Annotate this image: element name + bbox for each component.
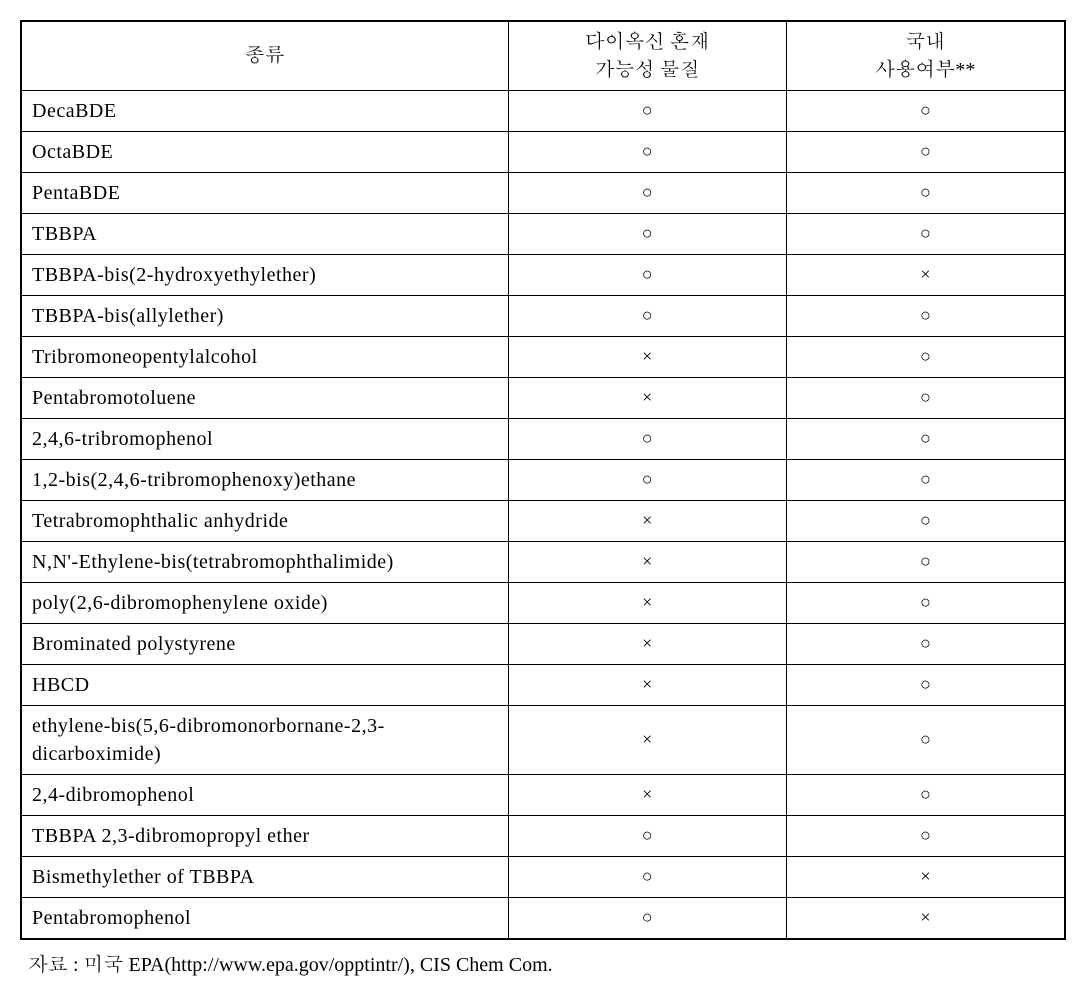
table-row: DecaBDE○○ [21, 91, 1065, 132]
table-row: TBBPA-bis(allylether)○○ [21, 296, 1065, 337]
type-cell: Tetrabromophthalic anhydride [21, 501, 508, 542]
domestic-cell: ○ [786, 419, 1065, 460]
header-domestic: 국내 사용여부** [786, 21, 1065, 91]
dioxin-cell: ○ [508, 132, 786, 173]
dioxin-cell: ○ [508, 816, 786, 857]
dioxin-cell: × [508, 775, 786, 816]
table-row: TBBPA 2,3-dibromopropyl ether○○ [21, 816, 1065, 857]
header-domestic-line1: 국내 [905, 31, 945, 53]
dioxin-cell: ○ [508, 296, 786, 337]
domestic-cell: ○ [786, 337, 1065, 378]
dioxin-cell: × [508, 583, 786, 624]
dioxin-cell: × [508, 665, 786, 706]
table-container: 종류 다이옥신 혼재 가능성 물질 국내 사용여부** DecaBDE○○Oct… [20, 20, 1066, 977]
domestic-cell: ○ [786, 91, 1065, 132]
table-row: Tetrabromophthalic anhydride×○ [21, 501, 1065, 542]
table-row: Tribromoneopentylalcohol×○ [21, 337, 1065, 378]
domestic-cell: ○ [786, 706, 1065, 775]
domestic-cell: ○ [786, 542, 1065, 583]
type-cell: Pentabromophenol [21, 898, 508, 940]
dioxin-cell: × [508, 624, 786, 665]
header-type: 종류 [21, 21, 508, 91]
type-cell: ethylene-bis(5,6-dibromonorbornane-2,3-d… [21, 706, 508, 775]
header-dioxin-line2: 가능성 물질 [595, 59, 700, 81]
header-type-label: 종류 [245, 45, 285, 67]
dioxin-cell: × [508, 337, 786, 378]
domestic-cell: × [786, 255, 1065, 296]
dioxin-cell: ○ [508, 91, 786, 132]
type-cell: TBBPA 2,3-dibromopropyl ether [21, 816, 508, 857]
domestic-cell: × [786, 898, 1065, 940]
table-row: Bismethylether of TBBPA○× [21, 857, 1065, 898]
type-cell: PentaBDE [21, 173, 508, 214]
dioxin-cell: × [508, 378, 786, 419]
type-cell: 2,4,6-tribromophenol [21, 419, 508, 460]
type-cell: N,N'-Ethylene-bis(tetrabromophthalimide) [21, 542, 508, 583]
domestic-cell: ○ [786, 775, 1065, 816]
domestic-cell: ○ [786, 296, 1065, 337]
type-cell: poly(2,6-dibromophenylene oxide) [21, 583, 508, 624]
domestic-cell: ○ [786, 378, 1065, 419]
domestic-cell: ○ [786, 816, 1065, 857]
table-row: Pentabromotoluene×○ [21, 378, 1065, 419]
type-cell: TBBPA [21, 214, 508, 255]
table-body: DecaBDE○○OctaBDE○○PentaBDE○○TBBPA○○TBBPA… [21, 91, 1065, 940]
type-cell: OctaBDE [21, 132, 508, 173]
domestic-cell: ○ [786, 214, 1065, 255]
type-cell: Bismethylether of TBBPA [21, 857, 508, 898]
table-row: OctaBDE○○ [21, 132, 1065, 173]
type-cell: HBCD [21, 665, 508, 706]
table-row: 2,4,6-tribromophenol○○ [21, 419, 1065, 460]
table-row: poly(2,6-dibromophenylene oxide)×○ [21, 583, 1065, 624]
table-row: 2,4-dibromophenol×○ [21, 775, 1065, 816]
dioxin-cell: ○ [508, 173, 786, 214]
table-row: Brominated polystyrene×○ [21, 624, 1065, 665]
table-row: Pentabromophenol○× [21, 898, 1065, 940]
dioxin-cell: ○ [508, 460, 786, 501]
domestic-cell: ○ [786, 583, 1065, 624]
domestic-cell: ○ [786, 624, 1065, 665]
table-row: TBBPA-bis(2-hydroxyethylether)○× [21, 255, 1065, 296]
table-row: PentaBDE○○ [21, 173, 1065, 214]
table-row: N,N'-Ethylene-bis(tetrabromophthalimide)… [21, 542, 1065, 583]
type-cell: Pentabromotoluene [21, 378, 508, 419]
domestic-cell: ○ [786, 460, 1065, 501]
dioxin-cell: ○ [508, 419, 786, 460]
type-cell: Tribromoneopentylalcohol [21, 337, 508, 378]
table-row: TBBPA○○ [21, 214, 1065, 255]
type-cell: Brominated polystyrene [21, 624, 508, 665]
table-row: HBCD×○ [21, 665, 1065, 706]
dioxin-cell: × [508, 706, 786, 775]
type-cell: TBBPA-bis(2-hydroxyethylether) [21, 255, 508, 296]
dioxin-cell: × [508, 542, 786, 583]
header-dioxin-line1: 다이옥신 혼재 [585, 31, 710, 53]
table-row: 1,2-bis(2,4,6-tribromophenoxy)ethane○○ [21, 460, 1065, 501]
table-header-row: 종류 다이옥신 혼재 가능성 물질 국내 사용여부** [21, 21, 1065, 91]
substances-table: 종류 다이옥신 혼재 가능성 물질 국내 사용여부** DecaBDE○○Oct… [20, 20, 1066, 940]
footnote: 자료 : 미국 EPA(http://www.epa.gov/opptintr/… [20, 948, 1066, 977]
dioxin-cell: × [508, 501, 786, 542]
type-cell: 1,2-bis(2,4,6-tribromophenoxy)ethane [21, 460, 508, 501]
domestic-cell: × [786, 857, 1065, 898]
dioxin-cell: ○ [508, 214, 786, 255]
header-domestic-line2: 사용여부** [875, 59, 975, 81]
type-cell: 2,4-dibromophenol [21, 775, 508, 816]
domestic-cell: ○ [786, 501, 1065, 542]
dioxin-cell: ○ [508, 857, 786, 898]
domestic-cell: ○ [786, 132, 1065, 173]
domestic-cell: ○ [786, 665, 1065, 706]
dioxin-cell: ○ [508, 255, 786, 296]
dioxin-cell: ○ [508, 898, 786, 940]
type-cell: TBBPA-bis(allylether) [21, 296, 508, 337]
domestic-cell: ○ [786, 173, 1065, 214]
type-cell: DecaBDE [21, 91, 508, 132]
table-row: ethylene-bis(5,6-dibromonorbornane-2,3-d… [21, 706, 1065, 775]
header-dioxin: 다이옥신 혼재 가능성 물질 [508, 21, 786, 91]
